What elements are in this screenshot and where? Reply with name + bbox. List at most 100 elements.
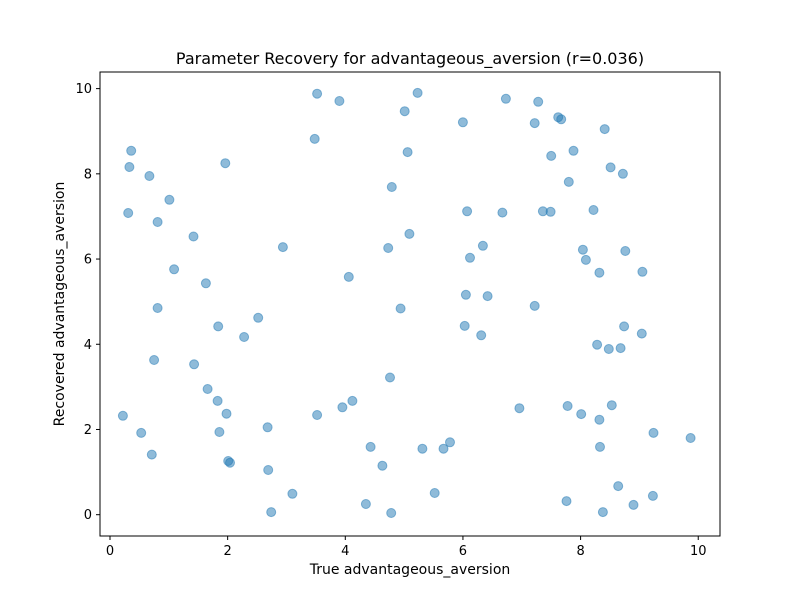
data-point	[309, 133, 320, 144]
data-point	[287, 488, 298, 499]
x-tick-label: 6	[459, 544, 467, 559]
data-point	[123, 208, 134, 218]
data-point	[334, 96, 345, 106]
x-tick-label: 0	[106, 544, 114, 559]
y-tick-label: 10	[75, 82, 92, 97]
x-tick-label: 4	[341, 544, 349, 559]
data-point	[617, 168, 628, 179]
data-point	[225, 457, 235, 468]
data-point	[562, 401, 573, 411]
data-point	[169, 264, 180, 275]
y-tick-label: 4	[84, 338, 92, 353]
data-point	[606, 400, 617, 411]
data-point	[385, 372, 395, 383]
data-point	[637, 266, 648, 277]
data-point	[149, 355, 160, 365]
data-point	[200, 278, 211, 289]
data-point	[404, 228, 415, 239]
data-point	[386, 508, 397, 518]
data-point	[399, 106, 410, 117]
data-point	[636, 328, 647, 339]
data-point	[221, 408, 232, 419]
data-point	[482, 291, 493, 302]
chart-title: Parameter Recovery for advantageous_aver…	[176, 49, 644, 69]
data-point	[603, 344, 614, 354]
data-point	[580, 254, 591, 265]
x-axis-ticks: 0 2 4 6 8 10	[106, 536, 707, 559]
data-point	[477, 240, 488, 251]
data-point	[152, 217, 163, 227]
data-point	[647, 490, 658, 501]
data-point	[563, 176, 574, 187]
data-point	[202, 384, 213, 394]
x-tick-label: 10	[690, 544, 707, 559]
data-point	[497, 207, 508, 218]
data-point	[417, 443, 428, 454]
data-point	[533, 96, 544, 107]
data-point	[188, 231, 199, 242]
data-point	[126, 145, 137, 156]
data-point	[546, 150, 557, 161]
data-point	[438, 443, 449, 454]
data-point	[395, 303, 406, 314]
data-point	[402, 147, 413, 158]
data-point	[561, 496, 572, 507]
data-point	[500, 93, 511, 104]
data-point	[514, 403, 525, 414]
data-point	[117, 410, 128, 421]
data-point	[277, 242, 288, 253]
data-point	[189, 359, 200, 370]
data-point	[253, 312, 264, 323]
data-point	[556, 114, 567, 125]
data-point	[568, 145, 579, 156]
data-point	[592, 339, 603, 350]
x-tick-label: 2	[224, 544, 232, 559]
data-point	[377, 460, 388, 471]
data-point	[136, 427, 147, 438]
y-axis-ticks: 0 2 4 6 8 10	[75, 82, 100, 523]
x-tick-label: 8	[576, 544, 584, 559]
y-tick-label: 8	[84, 167, 92, 182]
data-point	[213, 321, 224, 332]
x-axis-label: True advantageous_aversion	[309, 562, 511, 578]
data-point	[144, 171, 155, 181]
data-point	[239, 332, 250, 342]
y-tick-label: 0	[84, 508, 92, 523]
data-point	[124, 162, 135, 172]
data-point	[620, 246, 631, 256]
data-point	[462, 206, 473, 217]
points-layer	[117, 87, 696, 518]
data-point	[365, 441, 376, 452]
data-point	[529, 300, 540, 311]
data-point	[577, 244, 588, 255]
data-point	[164, 194, 175, 205]
data-point	[576, 409, 587, 420]
data-point	[266, 507, 277, 518]
data-point	[605, 162, 616, 173]
data-point	[263, 465, 274, 475]
data-point	[343, 271, 354, 282]
data-point	[628, 499, 639, 510]
data-point	[648, 427, 659, 438]
data-point	[615, 343, 626, 354]
data-point	[595, 441, 605, 452]
data-point	[347, 395, 358, 406]
data-point	[312, 88, 323, 99]
data-point	[152, 303, 163, 313]
data-point	[619, 321, 630, 332]
data-point	[445, 437, 455, 448]
data-point	[594, 267, 605, 278]
data-point	[545, 206, 556, 217]
data-point	[599, 124, 610, 135]
data-point	[529, 118, 540, 129]
data-point	[460, 289, 471, 300]
data-point	[386, 182, 397, 192]
data-point	[476, 330, 487, 341]
y-tick-label: 6	[84, 253, 92, 268]
data-point	[146, 449, 157, 460]
data-point	[383, 243, 394, 253]
data-point	[685, 433, 696, 443]
data-point	[312, 410, 323, 420]
